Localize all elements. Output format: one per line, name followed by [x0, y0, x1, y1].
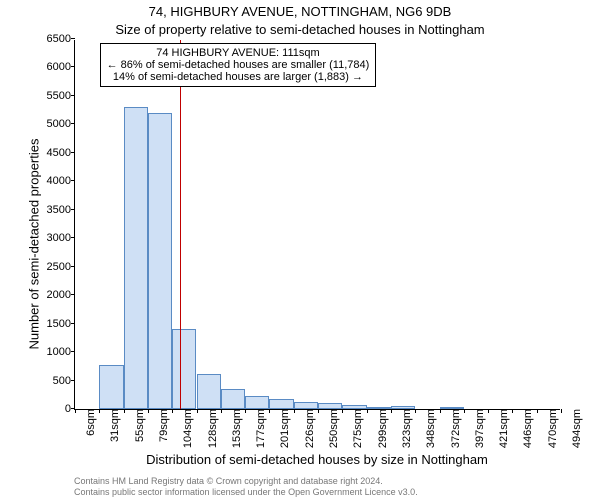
y-tick: 5500	[47, 90, 75, 102]
histogram-bar	[294, 402, 318, 409]
x-tick: 348sqm	[419, 409, 437, 448]
x-tick: 275sqm	[346, 409, 364, 448]
histogram-bar	[124, 107, 148, 409]
x-tick: 421sqm	[492, 409, 510, 448]
x-tick: 494sqm	[565, 409, 583, 448]
chart-area: Number of semi-detached properties 05001…	[34, 40, 576, 448]
footer-line2: Contains public sector information licen…	[74, 487, 560, 498]
histogram-bar	[245, 396, 269, 409]
x-tick: 446sqm	[516, 409, 534, 448]
histogram-bar	[148, 113, 172, 409]
annotation-box: 74 HIGHBURY AVENUE: 111sqm← 86% of semi-…	[100, 43, 377, 87]
x-tick: 104sqm	[176, 409, 194, 448]
x-tick: 299sqm	[371, 409, 389, 448]
x-tick: 6sqm	[79, 409, 97, 436]
y-tick: 6500	[47, 33, 75, 45]
annotation-line3: 14% of semi-detached houses are larger (…	[107, 71, 370, 83]
x-tick: 397sqm	[468, 409, 486, 448]
x-tick: 470sqm	[541, 409, 559, 448]
histogram-bar	[221, 389, 245, 409]
y-tick: 6000	[47, 61, 75, 73]
x-tick: 177sqm	[249, 409, 267, 448]
x-tick: 250sqm	[322, 409, 340, 448]
x-tick: 55sqm	[128, 409, 146, 442]
y-tick: 3000	[47, 232, 75, 244]
x-tick: 31sqm	[103, 409, 121, 442]
y-tick: 1000	[47, 346, 75, 358]
annotation-line1: 74 HIGHBURY AVENUE: 111sqm	[107, 47, 370, 59]
histogram-bar	[99, 365, 123, 409]
x-tick: 79sqm	[152, 409, 170, 442]
y-tick: 4000	[47, 175, 75, 187]
y-tick: 2000	[47, 289, 75, 301]
footer-attribution: Contains HM Land Registry data © Crown c…	[74, 476, 560, 498]
y-tick: 4500	[47, 147, 75, 159]
y-tick: 500	[53, 375, 75, 387]
histogram-bar	[197, 374, 221, 409]
annotation-line2: ← 86% of semi-detached houses are smalle…	[107, 59, 370, 71]
title-subtitle: Size of property relative to semi-detach…	[0, 22, 600, 37]
y-tick: 0	[65, 403, 75, 415]
x-tick: 372sqm	[444, 409, 462, 448]
y-tick: 1500	[47, 318, 75, 330]
histogram-bar	[269, 399, 293, 409]
histogram-plot: 0500100015002000250030003500400045005000…	[74, 40, 560, 410]
y-tick: 3500	[47, 204, 75, 216]
title-address: 74, HIGHBURY AVENUE, NOTTINGHAM, NG6 9DB	[0, 4, 600, 19]
y-tick: 2500	[47, 261, 75, 273]
x-tick: 226sqm	[298, 409, 316, 448]
x-tick: 323sqm	[395, 409, 413, 448]
reference-line	[180, 40, 181, 409]
x-axis-label: Distribution of semi-detached houses by …	[74, 452, 560, 467]
footer-line1: Contains HM Land Registry data © Crown c…	[74, 476, 560, 487]
y-tick: 5000	[47, 118, 75, 130]
x-tick: 153sqm	[225, 409, 243, 448]
x-tick: 128sqm	[201, 409, 219, 448]
histogram-bar	[172, 329, 196, 409]
x-tick: 201sqm	[273, 409, 291, 448]
